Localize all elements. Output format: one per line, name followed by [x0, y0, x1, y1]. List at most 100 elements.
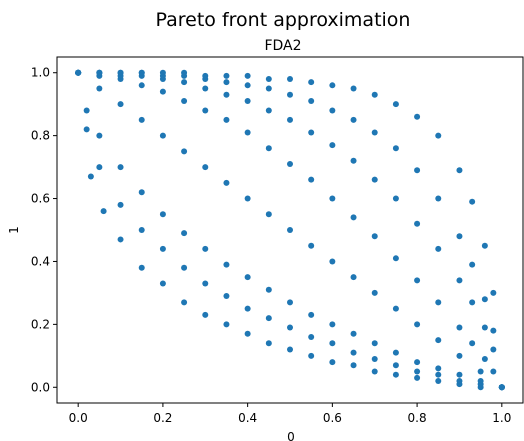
data-point [138, 82, 145, 89]
data-point [414, 368, 421, 375]
data-point [83, 107, 90, 114]
data-point [435, 377, 442, 384]
data-point [329, 142, 336, 149]
data-point [117, 236, 124, 243]
data-point [181, 264, 188, 271]
data-point [138, 189, 145, 196]
data-point [308, 242, 315, 249]
data-point [96, 164, 103, 171]
data-point [481, 296, 488, 303]
data-point [350, 330, 357, 337]
data-point [414, 220, 421, 227]
data-point [414, 113, 421, 120]
data-point [181, 148, 188, 155]
data-point [350, 157, 357, 164]
data-point [490, 368, 497, 375]
y-tick-label: 0.0 [31, 380, 50, 394]
y-axis-ticks: 0.0 0.2 0.4 0.6 0.8 1.0 [31, 66, 57, 394]
data-point [469, 198, 476, 205]
data-point [392, 255, 399, 262]
chart-subtitle: FDA2 [264, 38, 301, 54]
data-point [456, 352, 463, 359]
data-point [244, 195, 251, 202]
data-point [287, 76, 293, 83]
data-point [265, 85, 272, 92]
data-point [490, 327, 497, 334]
data-point [159, 69, 166, 76]
data-point [265, 340, 272, 347]
data-point [181, 69, 188, 76]
data-point [265, 315, 272, 322]
data-point [392, 305, 399, 312]
data-point [181, 79, 188, 86]
data-point [498, 384, 505, 391]
data-point [308, 79, 315, 86]
data-point [159, 280, 166, 287]
x-tick-label: 0.8 [408, 411, 427, 425]
series-7 [75, 69, 505, 391]
data-point [117, 164, 124, 171]
data-point [414, 359, 421, 366]
y-tick-label: 0.2 [31, 317, 50, 331]
data-point [371, 368, 378, 375]
data-point [138, 69, 145, 76]
data-point [392, 362, 399, 369]
y-tick-label: 0.6 [31, 192, 50, 206]
data-point [223, 321, 230, 328]
data-point [456, 377, 463, 384]
data-point [329, 258, 336, 265]
data-point [265, 145, 272, 152]
data-point [392, 145, 399, 152]
data-point [371, 91, 378, 98]
data-point [96, 69, 103, 76]
data-point [265, 286, 272, 293]
data-point [138, 264, 145, 271]
data-point [308, 176, 315, 183]
data-point [435, 365, 442, 372]
data-point [414, 374, 421, 381]
data-point [287, 116, 293, 123]
data-point [138, 116, 145, 123]
data-point [117, 69, 124, 76]
data-point [223, 79, 230, 86]
data-point [96, 85, 103, 92]
data-point [287, 346, 293, 353]
data-point [202, 311, 209, 318]
data-point [181, 299, 188, 306]
data-point [329, 359, 336, 366]
data-point [371, 233, 378, 240]
y-tick-label: 0.8 [31, 129, 50, 143]
data-point [350, 116, 357, 123]
data-point [287, 227, 293, 233]
data-point [469, 340, 476, 347]
data-point [329, 321, 336, 328]
data-point [96, 132, 103, 139]
data-point [223, 116, 230, 123]
x-tick-label: 0.2 [153, 411, 172, 425]
data-point [265, 107, 272, 114]
data-point [244, 72, 251, 79]
data-point [435, 132, 442, 139]
x-tick-label: 1.0 [492, 411, 511, 425]
data-point [265, 211, 272, 218]
data-point [244, 82, 251, 89]
data-point [181, 230, 188, 237]
data-point [117, 101, 124, 108]
data-point [159, 245, 166, 252]
x-tick-label: 0.6 [323, 411, 342, 425]
data-point [87, 173, 94, 180]
data-point [469, 299, 476, 306]
data-point [371, 289, 378, 296]
data-point [244, 129, 251, 136]
data-point [159, 211, 166, 218]
data-point [287, 324, 293, 331]
data-point [223, 72, 230, 79]
data-point [159, 88, 166, 95]
data-point [265, 76, 272, 83]
data-point [308, 129, 315, 136]
data-point [350, 349, 357, 356]
chart-title: Pareto front approximation [156, 9, 411, 31]
data-point [456, 167, 463, 174]
data-point [490, 346, 497, 353]
x-tick-label: 0.0 [69, 411, 88, 425]
